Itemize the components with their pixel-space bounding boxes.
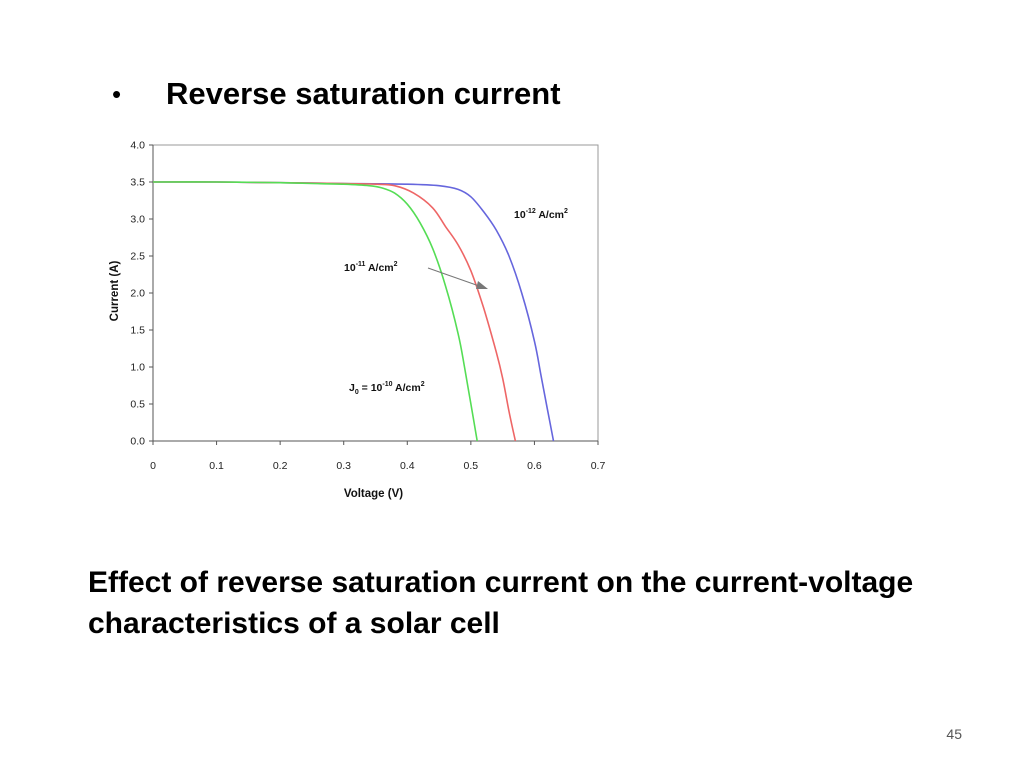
series-line-0 [152, 181, 555, 442]
series-annotation-1: 10-11 A/cm2 [344, 261, 398, 274]
y-tick-label: 1.0 [130, 362, 145, 374]
y-tick-label: 4.0 [130, 140, 145, 152]
y-tick-label: 3.0 [130, 214, 145, 226]
annotation-arrow-shaft [427, 267, 483, 288]
figure-caption: Effect of reverse saturation current on … [88, 566, 914, 640]
bullet-heading: • Reverse saturation current [112, 76, 561, 112]
series-line-1 [152, 181, 517, 442]
y-tick-label: 3.5 [130, 177, 145, 189]
annotation-arrow-head [476, 281, 488, 289]
x-tick-label: 0 [150, 460, 156, 472]
y-axis-label: Current (A) [109, 260, 121, 321]
page-number: 45 [946, 726, 962, 742]
y-tick-label: 0.0 [130, 436, 145, 448]
x-tick-label: 0.5 [464, 460, 479, 472]
x-tick-label: 0.1 [209, 460, 224, 472]
y-tick-label: 1.5 [130, 325, 145, 337]
y-tick-label: 2.0 [130, 288, 145, 300]
series-line-2 [152, 181, 478, 442]
x-tick-label: 0.3 [336, 460, 351, 472]
heading-text: Reverse saturation current [166, 76, 561, 111]
x-tick-label: 0.2 [273, 460, 288, 472]
plot-frame [152, 144, 599, 442]
bullet-glyph: • [112, 78, 122, 109]
x-tick-label: 0.4 [400, 460, 415, 472]
x-axis-label: Voltage (V) [344, 488, 403, 500]
series-annotation-0: 10-12 A/cm2 [514, 208, 568, 221]
y-tick-label: 2.5 [130, 251, 145, 263]
x-tick-label: 0.7 [591, 460, 606, 472]
series-annotation-2: J0 = 10-10 A/cm2 [349, 381, 425, 396]
x-tick-label: 0.6 [527, 460, 542, 472]
y-tick-label: 0.5 [130, 399, 145, 411]
